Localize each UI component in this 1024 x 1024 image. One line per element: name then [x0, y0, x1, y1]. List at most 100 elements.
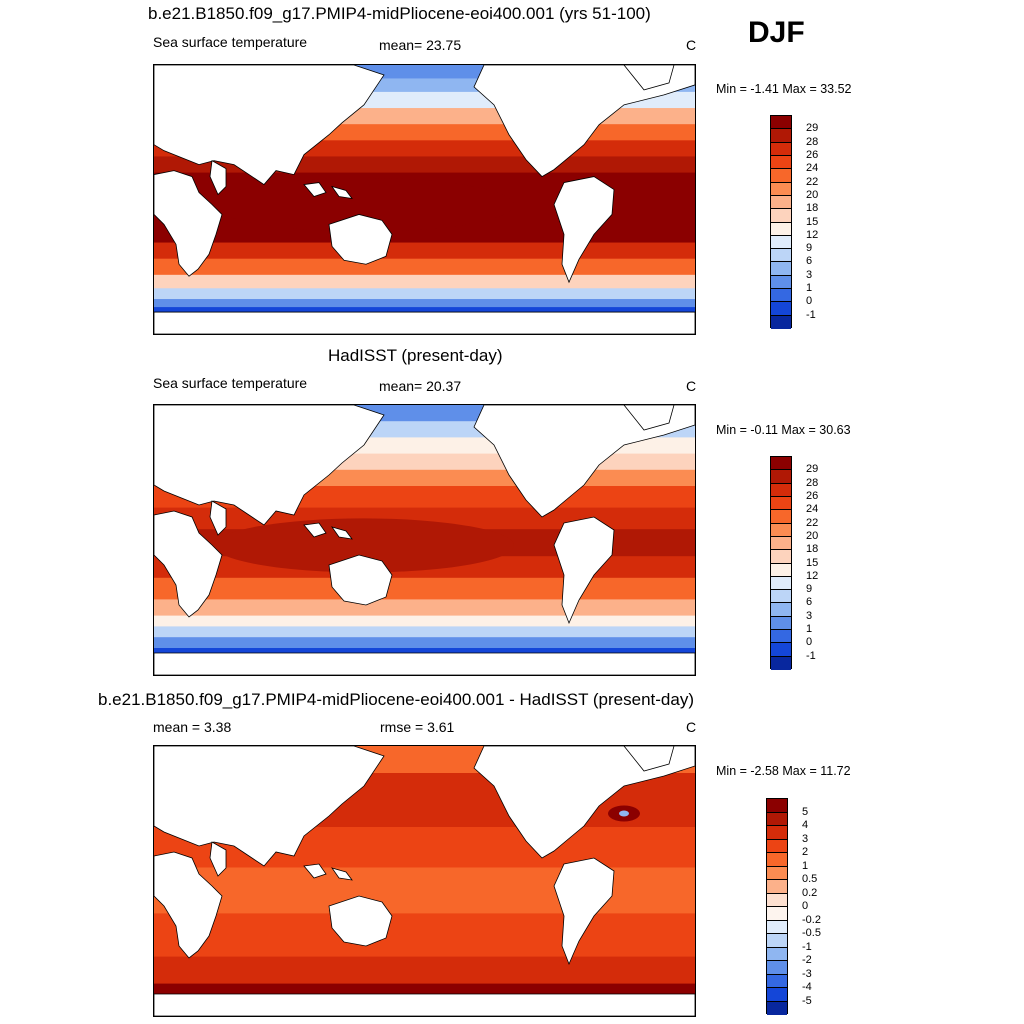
- colorbar-tick-label: -1: [806, 649, 816, 662]
- colorbar-swatch: [771, 195, 791, 210]
- colorbar-tick-label: -1: [802, 940, 812, 953]
- panel-2-mean-label: mean= 20.37: [379, 378, 462, 394]
- panel-3-units: C: [686, 719, 697, 735]
- colorbar-swatch: [771, 275, 791, 290]
- land-outline: [553, 516, 615, 625]
- colorbar-swatch: [767, 907, 787, 921]
- colorbar-swatch: [767, 812, 787, 826]
- colorbar-tick-label: 0: [802, 900, 809, 912]
- sst-contour-band: [154, 956, 695, 985]
- colorbar-swatch: [771, 576, 791, 591]
- land-outline: [623, 65, 675, 91]
- colorbar-tick-label: 4: [802, 819, 809, 831]
- land-outline: [473, 65, 695, 178]
- panel-2-variable-label: Sea surface temperature: [153, 375, 308, 391]
- colorbar-tick-label: 1: [806, 282, 813, 295]
- colorbar-swatch: [771, 550, 791, 564]
- colorbar-swatch: [771, 563, 791, 577]
- colorbar-tick-label: 3: [806, 268, 813, 281]
- colorbar-swatch: [767, 853, 787, 867]
- colorbar-swatch: [767, 988, 787, 1002]
- panel-1-mean-label: mean= 23.75: [379, 37, 462, 53]
- land-outline: [154, 851, 223, 959]
- sst-contour-band: [154, 599, 695, 617]
- land-outline: [154, 311, 695, 334]
- colorbar-tick-label: -1: [806, 308, 816, 321]
- colorbar-tick-label: 1: [806, 623, 813, 636]
- colorbar-swatch: [771, 536, 791, 551]
- colorbar-swatch: [771, 289, 791, 303]
- sst-contour-band: [154, 913, 695, 958]
- colorbar-swatch: [767, 1001, 787, 1015]
- colorbar-swatch: [771, 630, 791, 644]
- land-outline: [154, 746, 385, 867]
- colorbar-tick-label: 5: [802, 805, 809, 818]
- land-outline: [473, 405, 695, 518]
- colorbar-swatch: [767, 866, 787, 880]
- sst-contour-band: [154, 637, 695, 649]
- colorbar-tick-label: 18: [806, 543, 819, 556]
- land-outline: [303, 863, 353, 881]
- colorbar-tick-label: 0.5: [802, 873, 818, 885]
- colorbar-tick-label: 2: [802, 846, 809, 858]
- sst-contour-band: [154, 274, 695, 289]
- colorbar-tick-label: -3: [802, 967, 812, 980]
- panel-3-title: b.e21.B1850.f09_g17.PMIP4-midPliocene-eo…: [98, 690, 694, 709]
- colorbar-tick-label: 26: [806, 489, 819, 502]
- colorbar-swatch: [771, 523, 791, 537]
- colorbar-tick-label: 29: [806, 463, 819, 476]
- colorbar-swatch: [771, 155, 791, 170]
- colorbar-tick-label: 20: [806, 529, 819, 542]
- panel-2-title: HadISST (present-day): [328, 346, 503, 365]
- colorbar-tick-label: 6: [806, 596, 813, 609]
- land-outline: [154, 65, 385, 186]
- land-outline: [623, 405, 675, 431]
- colorbar-swatch: [771, 235, 791, 250]
- colorbar-swatch: [767, 947, 787, 961]
- colorbar-swatch: [767, 826, 787, 840]
- land-outline: [328, 554, 393, 606]
- colorbar-tick-label: 24: [806, 503, 819, 516]
- warm-pool-region: [214, 177, 514, 232]
- colorbar-swatch: [767, 974, 787, 988]
- colorbar-tick-label: 12: [806, 569, 819, 582]
- panel-3-mean-label: mean = 3.38: [153, 719, 232, 735]
- panel-2-map: [153, 404, 696, 676]
- sst-contour-band: [154, 288, 695, 300]
- sst-contour-band: [154, 615, 695, 627]
- season-label: DJF: [748, 16, 805, 49]
- colorbar-tick-label: -0.5: [802, 927, 821, 939]
- panel-2-units: C: [686, 378, 697, 394]
- land-outline: [553, 857, 615, 966]
- sst-contour-band: [154, 258, 695, 276]
- land-outline: [328, 214, 393, 265]
- land-outline: [154, 170, 223, 277]
- panel-3-map: [153, 745, 696, 1017]
- colorbar-swatch: [771, 142, 791, 156]
- land-outline: [154, 993, 695, 1016]
- colorbar-swatch: [771, 302, 791, 316]
- panel-2-min-max: Min = -0.11 Max = 30.63: [716, 423, 851, 437]
- colorbar-swatch: [771, 116, 791, 130]
- colorbar-tick-label: -4: [802, 981, 812, 993]
- colorbar-swatch: [771, 643, 791, 657]
- land-outline: [209, 500, 227, 536]
- colorbar-swatch: [771, 483, 791, 497]
- colorbar-tick-label: 12: [806, 228, 819, 241]
- colorbar-tick-label: 3: [806, 609, 813, 622]
- colorbar-swatch: [771, 169, 791, 183]
- land-outline: [623, 746, 675, 772]
- sst-contour-band: [154, 299, 695, 308]
- colorbar-tick-label: 18: [806, 202, 819, 215]
- sst-contour-band: [154, 242, 695, 260]
- colorbar-tick-label: 24: [806, 162, 819, 175]
- colorbar-tick-label: 0.2: [802, 886, 818, 899]
- colorbar-swatch: [767, 839, 787, 853]
- land-outline: [209, 160, 227, 196]
- colorbar-tick-label: 22: [806, 175, 819, 188]
- colorbar-tick-label: 0: [806, 636, 813, 649]
- colorbar-swatch: [767, 934, 787, 948]
- colorbar-tick-label: 1: [802, 859, 809, 872]
- colorbar-tick-label: 29: [806, 122, 819, 135]
- colorbar-swatch: [771, 656, 791, 670]
